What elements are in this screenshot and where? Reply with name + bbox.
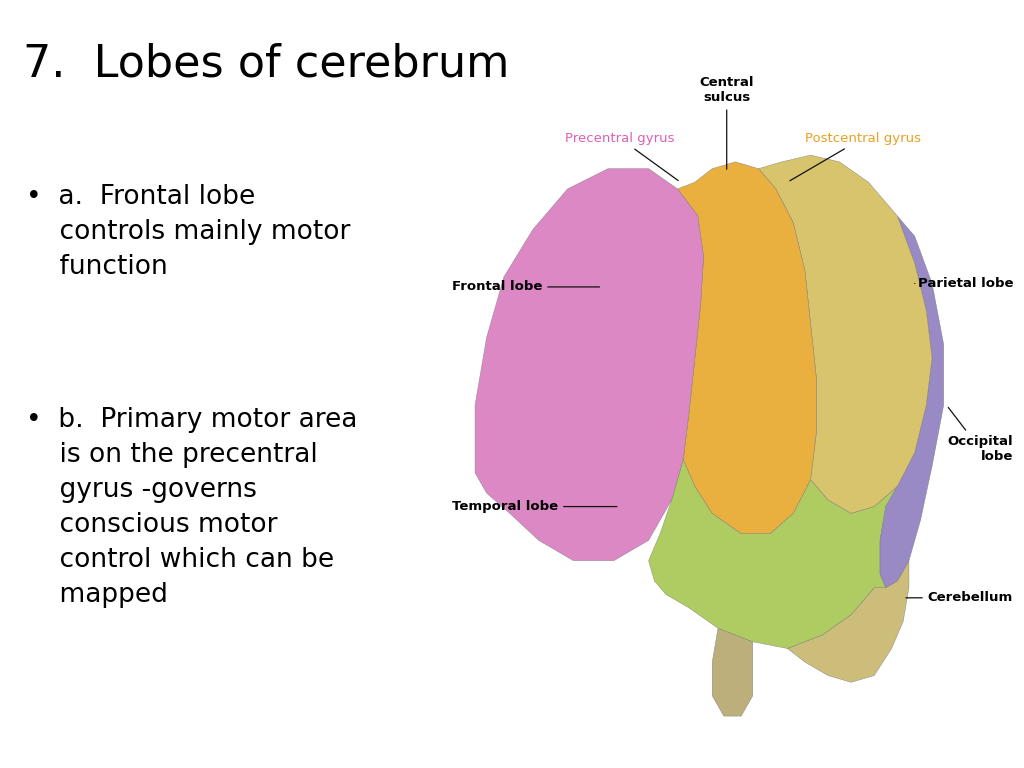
Text: 7.  Lobes of cerebrum: 7. Lobes of cerebrum — [23, 42, 509, 85]
Text: Central
sulcus: Central sulcus — [699, 77, 754, 169]
Polygon shape — [759, 155, 932, 513]
Text: •  a.  Frontal lobe
    controls mainly motor
    function: • a. Frontal lobe controls mainly motor … — [26, 184, 350, 280]
Polygon shape — [713, 628, 753, 716]
Text: Occipital
lobe: Occipital lobe — [947, 407, 1013, 463]
Polygon shape — [475, 169, 703, 561]
Text: Postcentral gyrus: Postcentral gyrus — [790, 132, 921, 180]
Text: Temporal lobe: Temporal lobe — [452, 500, 616, 513]
Polygon shape — [648, 459, 897, 648]
Text: Frontal lobe: Frontal lobe — [452, 280, 599, 293]
Polygon shape — [787, 561, 909, 682]
Text: Cerebellum: Cerebellum — [906, 591, 1013, 604]
Polygon shape — [880, 216, 944, 588]
Text: •  b.  Primary motor area
    is on the precentral
    gyrus -governs
    consci: • b. Primary motor area is on the precen… — [26, 407, 357, 608]
Polygon shape — [678, 162, 816, 534]
Text: Precentral gyrus: Precentral gyrus — [565, 132, 678, 180]
Text: Parietal lobe: Parietal lobe — [914, 277, 1013, 290]
